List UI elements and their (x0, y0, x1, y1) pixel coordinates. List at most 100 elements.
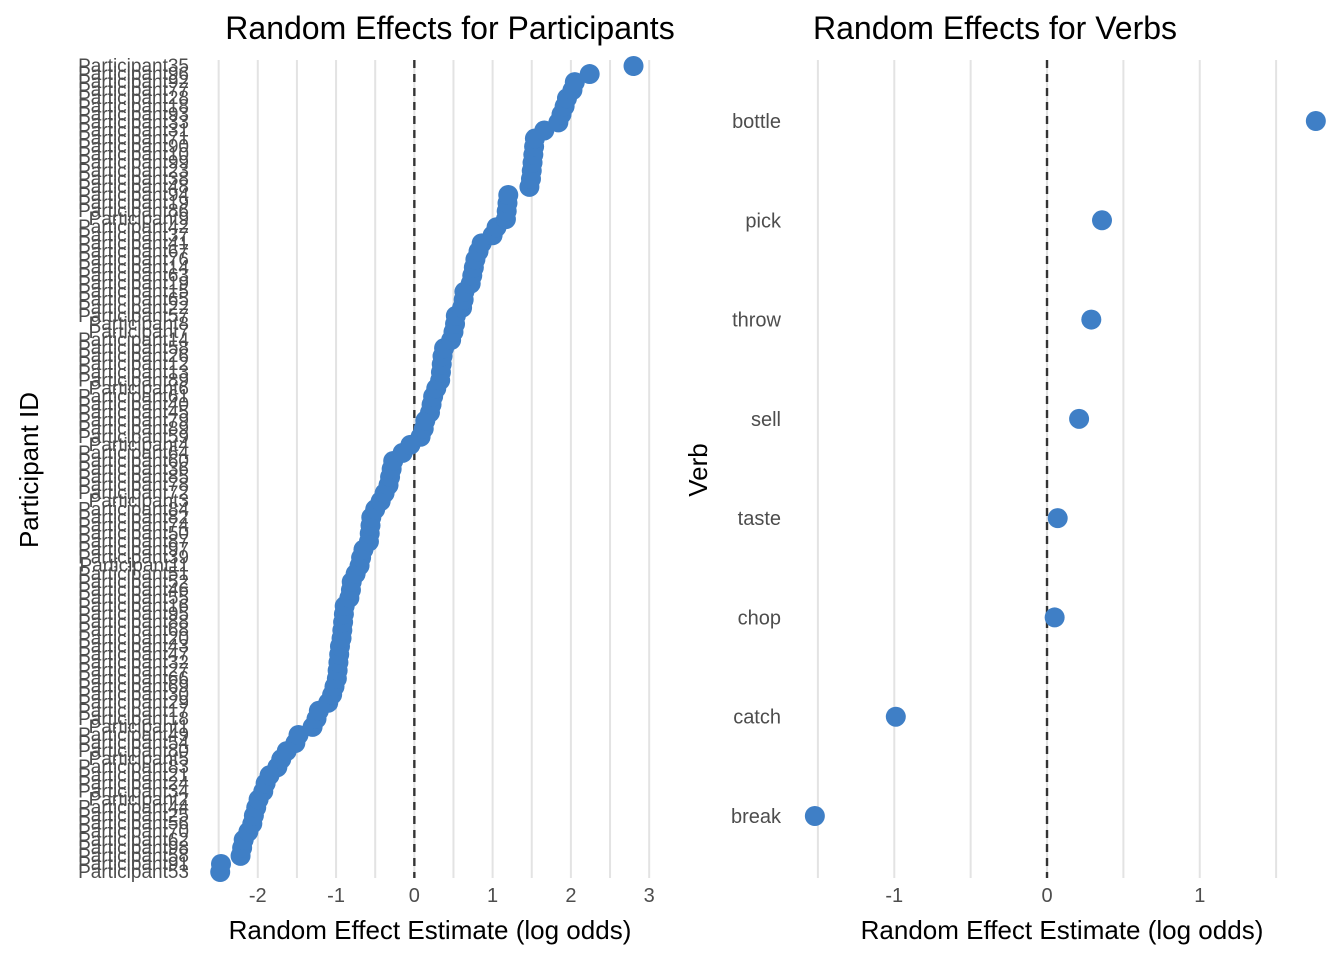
participant-tick-label: Participant29 (78, 693, 189, 714)
participant-tick-label: Participant8 (89, 314, 189, 335)
verb-tick-label-pick: pick (745, 210, 782, 232)
participant-tick-label: Participant58 (78, 338, 189, 359)
participant-tick-label: Participant56 (78, 814, 189, 835)
participant-tick-label: Participant39 (78, 548, 189, 569)
participant-tick-label: Participant99 (78, 153, 189, 174)
participant-point (579, 64, 600, 85)
participant-tick-label: Participant37 (78, 225, 189, 246)
participant-tick-label: Participant20 (78, 628, 189, 649)
participant-tick-label: Participant13 (78, 362, 189, 383)
verb-point-bottle (1305, 111, 1326, 131)
verbs-x-axis-title: Random Effect Estimate (log odds) (861, 915, 1264, 945)
participant-tick-label: Participant80 (78, 741, 189, 762)
verb-point-taste (1047, 508, 1068, 529)
verb-tick-label-throw: throw (732, 310, 781, 332)
participant-tick-label: Participant62 (78, 830, 189, 851)
verb-point-throw (1081, 309, 1102, 330)
verbs-points (804, 111, 1326, 826)
participants-gridlines (217, 60, 651, 878)
participant-tick-label: Participant54 (78, 733, 189, 754)
participant-tick-label: Participant15 (78, 282, 189, 303)
participant-tick-label: Participant59 (78, 427, 189, 448)
participants-x-tick-labels: -2 -1 0 1 2 3 (249, 885, 655, 907)
participants-points (210, 56, 644, 882)
verb-point-pick (1092, 210, 1113, 231)
participant-tick-label: Participant67 (78, 241, 189, 262)
verbs-x-tick: -1 (885, 885, 903, 907)
participant-tick-label: Participant79 (78, 411, 189, 432)
participant-tick-label: Participant55 (78, 588, 189, 609)
participant-tick-label: Participant71 (78, 129, 189, 150)
participant-tick-label: Participant68 (78, 620, 189, 641)
participant-tick-label: Participant76 (78, 249, 189, 270)
participant-tick-label: Participant45 (78, 403, 189, 424)
participant-tick-label: Participant41 (78, 233, 189, 254)
participant-tick-label: Participant11 (80, 556, 190, 577)
participant-tick-label: Participant30 (78, 685, 189, 706)
participant-tick-label: Participant98 (78, 838, 189, 859)
participant-tick-label: Participant32 (78, 652, 189, 673)
participant-tick-label: Participant70 (78, 822, 189, 843)
participant-tick-label: Participant95 (78, 604, 189, 625)
participants-x-axis-title: Random Effect Estimate (log odds) (229, 915, 632, 945)
participant-tick-label: Participant7 (89, 322, 189, 343)
verbs-y-axis-title: Verb (683, 443, 713, 497)
participant-tick-label: Participant88 (78, 612, 189, 633)
participants-x-tick: -1 (327, 885, 345, 907)
verb-point-break (804, 806, 825, 826)
participant-tick-label: Participant23 (78, 161, 189, 182)
participant-tick-label: Participant18 (78, 709, 189, 730)
participant-tick-label: Participant9 (89, 209, 189, 230)
verb-point-chop (1044, 607, 1065, 628)
participant-tick-label: Participant63 (78, 266, 189, 287)
participant-tick-label: Participant3 (89, 491, 189, 512)
participant-tick-label: Participant50 (78, 523, 189, 544)
participant-tick-label: Participant16 (78, 596, 189, 617)
participant-tick-label: Participant5 (89, 749, 189, 770)
participant-tick-label: Participant58 (78, 846, 189, 867)
participant-tick-label: Participant93 (78, 104, 189, 125)
participant-tick-label: Participant2 (89, 789, 189, 810)
participant-tick-label: Participant35 (78, 56, 189, 77)
participant-point (564, 72, 585, 93)
participant-tick-label: Participant40 (78, 395, 189, 416)
participant-tick-label: Participant48 (78, 177, 189, 198)
participant-tick-label: Participant87 (78, 532, 189, 553)
verbs-x-tick: 0 (1041, 885, 1052, 907)
participant-tick-label: Participant34 (78, 781, 189, 802)
verbs-y-tick-labels: break catch chop taste sell throw pick bottle (731, 111, 782, 828)
participant-tick-label: Participant25 (78, 806, 189, 827)
participant-tick-label: Participant18 (78, 96, 189, 117)
participant-point (211, 853, 232, 874)
verb-tick-label-taste: taste (738, 508, 781, 530)
participant-point (623, 56, 644, 76)
participants-x-tick: 2 (565, 885, 576, 907)
participant-tick-label: Participant94 (78, 185, 189, 206)
participant-tick-label: Participant51 (78, 564, 189, 585)
participant-tick-label: Participant66 (78, 669, 189, 690)
participant-tick-label: Participant24 (78, 773, 189, 794)
participant-tick-label: Participant14 (78, 330, 189, 351)
participant-tick-label: Participant69 (78, 677, 189, 698)
participant-tick-label: Participant28 (78, 88, 189, 109)
participant-tick-label: Participant89 (78, 370, 189, 391)
participant-point (498, 184, 519, 205)
verb-tick-label-chop: chop (738, 607, 781, 629)
verb-point-catch (885, 706, 906, 727)
participant-tick-label: Participant61 (78, 386, 189, 407)
participant-tick-label: Participant53 (78, 862, 189, 883)
participants-x-tick: 3 (644, 885, 655, 907)
participant-tick-label: Participant22 (78, 298, 189, 319)
participant-tick-label: Participant96 (78, 64, 189, 85)
participant-tick-label: Participant78 (78, 475, 189, 496)
verb-tick-label-bottle: bottle (732, 111, 781, 133)
participant-tick-label: Participant72 (78, 483, 189, 504)
participant-tick-label: Participant14 (78, 258, 189, 279)
participant-tick-label: Participant36 (78, 459, 189, 480)
participant-tick-label: Participant19 (78, 274, 189, 295)
participant-tick-label: Participant64 (78, 443, 189, 464)
verb-tick-label-catch: catch (733, 707, 781, 729)
participants-x-tick: 0 (409, 885, 420, 907)
participants-y-axis-title: Participant ID (14, 392, 44, 548)
